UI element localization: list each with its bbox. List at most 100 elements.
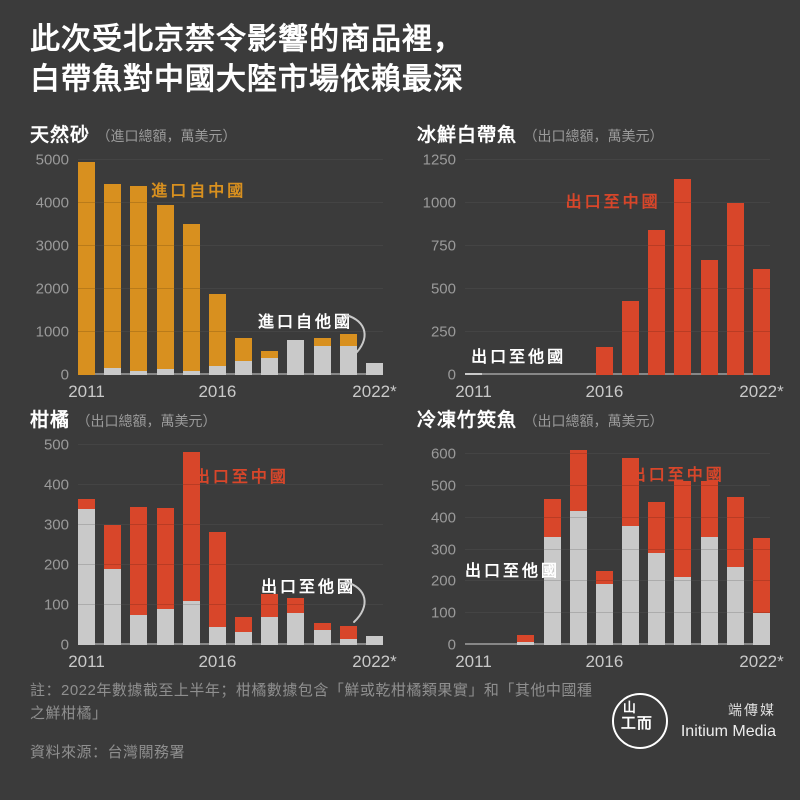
footnote: 註：2022年數據截至上半年；柑橘數據包含「鮮或乾柑橘類果實」和「其他中國種 之… [30, 679, 770, 765]
bar-segment-others [156, 369, 174, 375]
bar-segment-china [78, 498, 95, 509]
y-axis-tick-label: 750 [430, 237, 456, 255]
gridline [78, 443, 383, 445]
brand-text: 端傳媒 Initium Media [681, 700, 776, 741]
bar-segment-others [182, 600, 200, 645]
natural-sand-plot: 0 1000 2000 3000 4000 5000 2011 2016 2022* 進口自中國進… [36, 151, 397, 401]
x-axis-label: 2011 [455, 381, 492, 401]
chart-natural-sand: 天然砂 （進口總額，萬美元） 0 1000 2000 3000 4000 5000 2011… [30, 120, 397, 401]
bar-2022* [753, 160, 770, 375]
gridline-overlay [465, 453, 770, 455]
bar-segment-china [726, 497, 744, 568]
y-axis-tick-label: 250 [430, 323, 456, 341]
series-annotation: 進口自他國 [257, 314, 353, 332]
gridline-overlay [78, 443, 383, 445]
bar-segment-china [313, 622, 331, 631]
gridline [465, 201, 770, 203]
bar-2017 [622, 160, 640, 375]
chart-title: 柑橘 [30, 409, 71, 431]
page-title-line2: 白帶魚對中國大陸市場依賴最深 [30, 62, 464, 96]
bar-segment-china [595, 347, 613, 375]
bar-2022* [753, 445, 770, 645]
bar-segment-others [235, 361, 253, 375]
y-axis-tick-label: 500 [43, 436, 69, 454]
series-annotation: 出口至中國 [193, 468, 289, 486]
bar-2016 [595, 160, 613, 375]
chart-header: 冰鮮白帶魚 （出口總額，萬美元） [417, 120, 770, 147]
bar-segment-china [648, 230, 666, 375]
gridline [465, 612, 770, 614]
gridline-overlay [465, 548, 770, 550]
gridline-overlay [465, 201, 770, 203]
series-annotation: 出口至中國 [629, 466, 725, 484]
chart-subtitle: （出口總額，萬美元） [523, 127, 664, 144]
x-axis-label: 2022* [352, 651, 397, 671]
bar-2018 [648, 445, 666, 645]
y-axis-tick-label: 300 [43, 516, 69, 534]
bar-2011 [465, 160, 482, 375]
bar-segment-others [339, 638, 357, 645]
y-axis-tick-label: 400 [430, 509, 456, 527]
bar-2015 [182, 160, 200, 375]
page-footer: 註：2022年數據截至上半年；柑橘數據包含「鮮或乾柑橘類果實」和「其他中國種 之… [30, 679, 776, 765]
gridline-overlay [78, 603, 383, 605]
bar-segment-china [595, 571, 613, 585]
bar-2013 [130, 160, 148, 375]
bar-segment-others [208, 365, 226, 375]
y-axis-tick-label: 2000 [35, 280, 69, 298]
logo-glyph-top: 山 [622, 699, 636, 715]
chart-subtitle: （出口總額，萬美元） [523, 412, 664, 429]
gridline [78, 244, 383, 246]
bar-segment-others [261, 616, 279, 645]
gridline [78, 158, 383, 160]
bar-2018 [261, 445, 279, 645]
bar-segment-others [313, 630, 331, 645]
gridline [78, 372, 383, 375]
y-axis-tick-label: 3000 [35, 237, 69, 255]
gridline [465, 453, 770, 455]
bar-segment-china [753, 269, 770, 375]
bar-segment-others [674, 576, 692, 645]
bar-segment-china [208, 532, 226, 627]
initium-media-logo-icon: 山 工而 [611, 692, 668, 749]
bar-segment-others [182, 370, 200, 375]
series-annotation: 進口自中國 [151, 182, 247, 200]
bar-segment-others [235, 631, 253, 645]
y-axis-tick-label: 1000 [35, 323, 69, 341]
bar-segment-china [104, 184, 122, 369]
gridline [78, 603, 383, 605]
bar-segment-china [622, 458, 640, 526]
gridline-overlay [465, 244, 770, 246]
y-axis-tick-label: 0 [447, 636, 456, 654]
bar-segment-china [156, 204, 174, 370]
y-axis-tick-label: 1250 [422, 151, 456, 169]
chart-header: 柑橘 （出口總額，萬美元） [30, 405, 383, 432]
bar-2017 [622, 445, 640, 645]
gridline-overlay [465, 516, 770, 518]
y-axis-tick-label: 400 [43, 476, 69, 494]
brand-name-chinese: 端傳媒 [728, 702, 776, 719]
bar-segment-others [366, 635, 383, 645]
bar-segment-others [543, 536, 561, 645]
bar-segment-others [156, 608, 174, 645]
bar-segment-others [313, 345, 331, 375]
bar-segment-china [674, 481, 692, 577]
chart-title: 冰鮮白帶魚 [417, 124, 518, 146]
y-axis-tick-label: 100 [43, 596, 69, 614]
bar-2020 [313, 445, 331, 645]
chart-title: 冷凍竹筴魚 [417, 409, 518, 431]
y-axis-tick-label: 200 [43, 556, 69, 574]
bar-segment-others [595, 584, 613, 645]
bar-2012 [104, 160, 122, 375]
bar-2021 [339, 160, 357, 375]
gridline [465, 330, 770, 332]
brand-block: 山 工而 端傳媒 Initium Media [611, 692, 776, 749]
bar-segment-china [543, 498, 561, 537]
series-annotation: 出口至他國 [471, 348, 567, 366]
gridline [465, 244, 770, 246]
y-axis-tick-label: 600 [430, 445, 456, 463]
gridline-overlay [78, 523, 383, 525]
bar-segment-others [339, 345, 357, 375]
gridline-overlay [78, 563, 383, 565]
